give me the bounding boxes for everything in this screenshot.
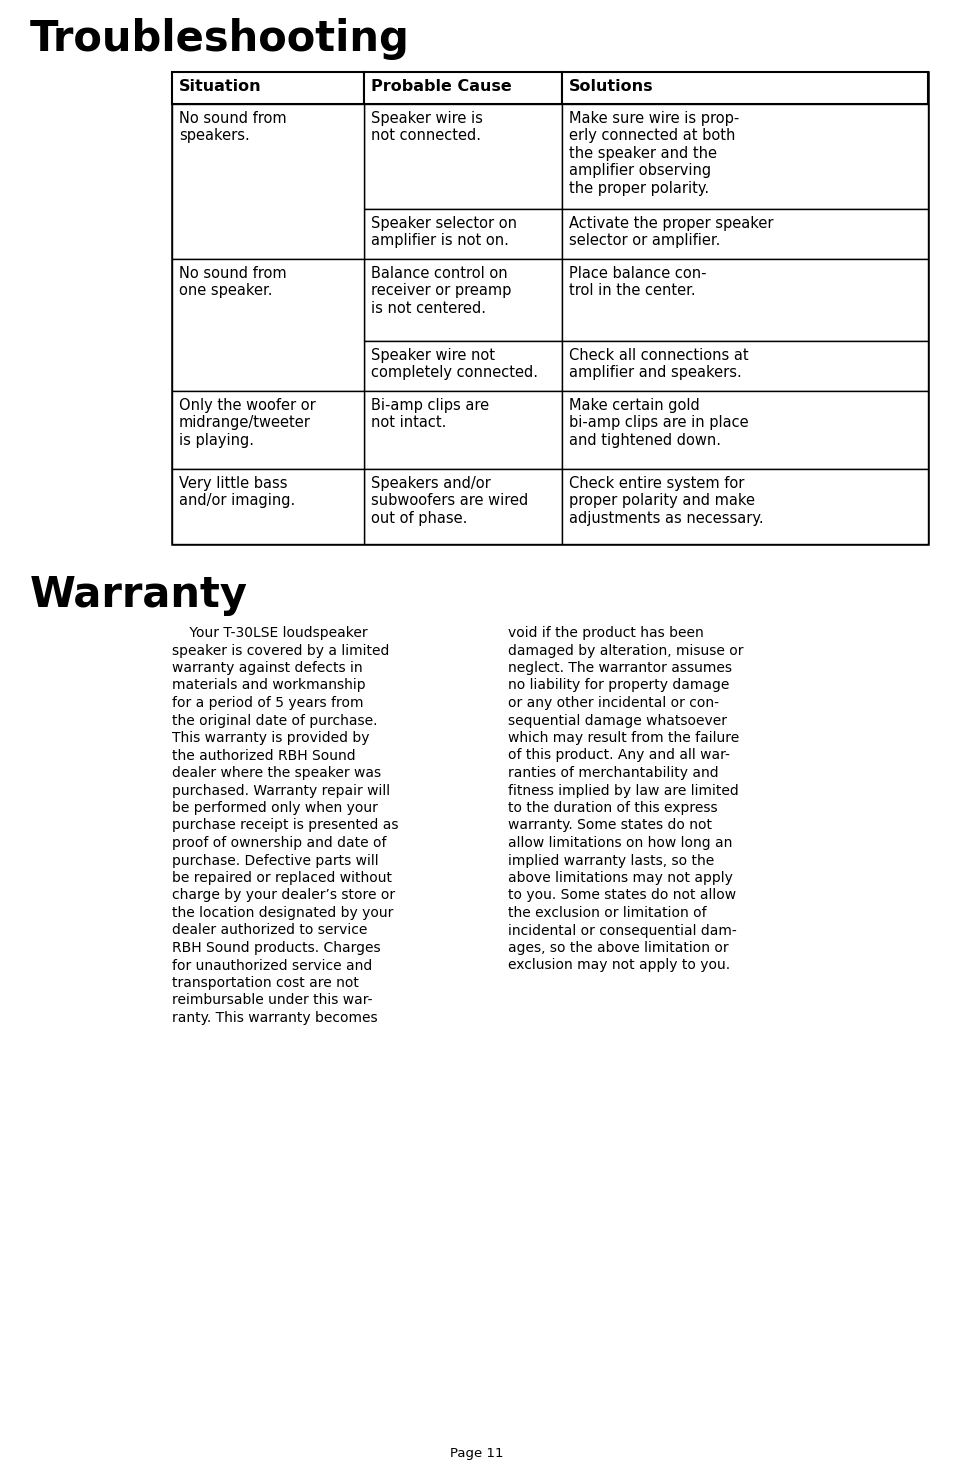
- Text: sequential damage whatsoever: sequential damage whatsoever: [507, 714, 726, 727]
- Bar: [364, 105, 561, 209]
- Bar: [561, 469, 927, 544]
- Text: proof of ownership and date of: proof of ownership and date of: [172, 836, 386, 850]
- Text: dealer authorized to service: dealer authorized to service: [172, 923, 367, 938]
- Text: charge by your dealer’s store or: charge by your dealer’s store or: [172, 888, 395, 903]
- Text: Only the woofer or
midrange/tweeter
is playing.: Only the woofer or midrange/tweeter is p…: [179, 398, 315, 448]
- Text: the original date of purchase.: the original date of purchase.: [172, 714, 377, 727]
- Text: damaged by alteration, misuse or: damaged by alteration, misuse or: [507, 643, 742, 658]
- Text: ranties of merchantability and: ranties of merchantability and: [507, 766, 718, 780]
- Text: implied warranty lasts, so the: implied warranty lasts, so the: [507, 854, 714, 867]
- Text: Page 11: Page 11: [450, 1447, 503, 1460]
- Text: purchased. Warranty repair will: purchased. Warranty repair will: [172, 783, 390, 798]
- Text: Speaker wire is
not connected.: Speaker wire is not connected.: [371, 111, 482, 143]
- Text: neglect. The warrantor assumes: neglect. The warrantor assumes: [507, 661, 731, 676]
- Bar: [364, 260, 561, 341]
- Text: purchase. Defective parts will: purchase. Defective parts will: [172, 854, 378, 867]
- Text: for a period of 5 years from: for a period of 5 years from: [172, 696, 363, 709]
- Text: Troubleshooting: Troubleshooting: [30, 18, 410, 60]
- Text: No sound from
one speaker.: No sound from one speaker.: [179, 266, 286, 298]
- Text: RBH Sound products. Charges: RBH Sound products. Charges: [172, 941, 380, 954]
- Text: reimbursable under this war-: reimbursable under this war-: [172, 994, 372, 1007]
- Text: no liability for property damage: no liability for property damage: [507, 678, 729, 692]
- Text: Balance control on
receiver or preamp
is not centered.: Balance control on receiver or preamp is…: [371, 266, 511, 316]
- Bar: [561, 105, 927, 209]
- Bar: [172, 391, 364, 469]
- Text: warranty against defects in: warranty against defects in: [172, 661, 362, 676]
- Text: incidental or consequential dam-: incidental or consequential dam-: [507, 923, 736, 938]
- Text: Solutions: Solutions: [568, 80, 653, 94]
- Text: ranty. This warranty becomes: ranty. This warranty becomes: [172, 1010, 377, 1025]
- Text: the exclusion or limitation of: the exclusion or limitation of: [507, 906, 706, 920]
- Text: the location designated by your: the location designated by your: [172, 906, 393, 920]
- Bar: [172, 469, 364, 544]
- Text: Warranty: Warranty: [30, 574, 248, 617]
- Text: to the duration of this express: to the duration of this express: [507, 801, 717, 816]
- Text: be performed only when your: be performed only when your: [172, 801, 377, 816]
- Bar: [364, 209, 561, 260]
- Text: Check all connections at
amplifier and speakers.: Check all connections at amplifier and s…: [568, 348, 748, 381]
- Text: Make sure wire is prop-
erly connected at both
the speaker and the
amplifier obs: Make sure wire is prop- erly connected a…: [568, 111, 739, 196]
- Text: materials and workmanship: materials and workmanship: [172, 678, 365, 692]
- Bar: [364, 391, 561, 469]
- Text: to you. Some states do not allow: to you. Some states do not allow: [507, 888, 736, 903]
- Text: No sound from
speakers.: No sound from speakers.: [179, 111, 286, 143]
- Text: dealer where the speaker was: dealer where the speaker was: [172, 766, 381, 780]
- Text: speaker is covered by a limited: speaker is covered by a limited: [172, 643, 389, 658]
- Text: allow limitations on how long an: allow limitations on how long an: [507, 836, 732, 850]
- Text: fitness implied by law are limited: fitness implied by law are limited: [507, 783, 738, 798]
- Text: Check entire system for
proper polarity and make
adjustments as necessary.: Check entire system for proper polarity …: [568, 476, 762, 525]
- Text: purchase receipt is presented as: purchase receipt is presented as: [172, 819, 398, 832]
- Text: Bi-amp clips are
not intact.: Bi-amp clips are not intact.: [371, 398, 489, 431]
- Text: Speakers and/or
subwoofers are wired
out of phase.: Speakers and/or subwoofers are wired out…: [371, 476, 528, 525]
- Bar: [172, 72, 927, 544]
- Text: Place balance con-
trol in the center.: Place balance con- trol in the center.: [568, 266, 706, 298]
- Text: for unauthorized service and: for unauthorized service and: [172, 959, 372, 972]
- Text: the authorized RBH Sound: the authorized RBH Sound: [172, 748, 355, 763]
- Bar: [172, 105, 364, 260]
- Bar: [561, 260, 927, 341]
- Text: be repaired or replaced without: be repaired or replaced without: [172, 872, 392, 885]
- Bar: [172, 260, 364, 391]
- Text: This warranty is provided by: This warranty is provided by: [172, 732, 369, 745]
- Text: Speaker selector on
amplifier is not on.: Speaker selector on amplifier is not on.: [371, 215, 517, 248]
- Text: void if the product has been: void if the product has been: [507, 625, 703, 640]
- Text: above limitations may not apply: above limitations may not apply: [507, 872, 732, 885]
- Text: Speaker wire not
completely connected.: Speaker wire not completely connected.: [371, 348, 537, 381]
- Text: Activate the proper speaker
selector or amplifier.: Activate the proper speaker selector or …: [568, 215, 773, 248]
- Bar: [561, 391, 927, 469]
- Bar: [561, 72, 927, 105]
- Bar: [561, 341, 927, 391]
- Text: exclusion may not apply to you.: exclusion may not apply to you.: [507, 959, 729, 972]
- Bar: [364, 72, 561, 105]
- Text: of this product. Any and all war-: of this product. Any and all war-: [507, 748, 729, 763]
- Bar: [561, 209, 927, 260]
- Bar: [364, 469, 561, 544]
- Text: warranty. Some states do not: warranty. Some states do not: [507, 819, 711, 832]
- Text: or any other incidental or con-: or any other incidental or con-: [507, 696, 719, 709]
- Text: ages, so the above limitation or: ages, so the above limitation or: [507, 941, 728, 954]
- Bar: [364, 341, 561, 391]
- Bar: [172, 72, 364, 105]
- Text: Your T-30LSE loudspeaker: Your T-30LSE loudspeaker: [172, 625, 367, 640]
- Text: Very little bass
and/or imaging.: Very little bass and/or imaging.: [179, 476, 294, 509]
- Text: which may result from the failure: which may result from the failure: [507, 732, 739, 745]
- Text: transportation cost are not: transportation cost are not: [172, 976, 358, 990]
- Text: Probable Cause: Probable Cause: [371, 80, 511, 94]
- Text: Make certain gold
bi-amp clips are in place
and tightened down.: Make certain gold bi-amp clips are in pl…: [568, 398, 748, 448]
- Text: Situation: Situation: [179, 80, 261, 94]
